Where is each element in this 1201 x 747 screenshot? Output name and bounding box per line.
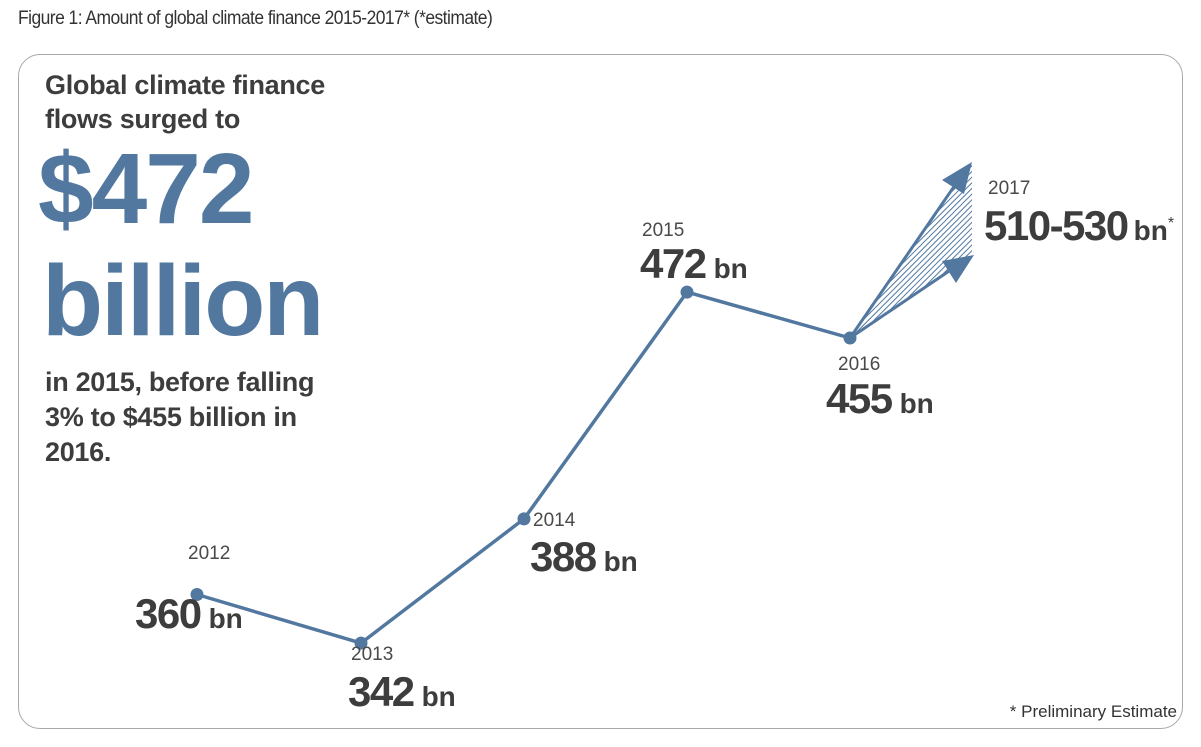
- chart-frame: [18, 54, 1183, 729]
- headline-unit: billion: [42, 245, 324, 357]
- year-label-2015: 2015: [642, 220, 684, 241]
- data-point-2015: [680, 285, 694, 299]
- headline-subtext: in 2015, before falling 3% to $455 billi…: [45, 365, 314, 470]
- year-label-2012: 2012: [188, 543, 230, 564]
- year-label-2014: 2014: [533, 510, 576, 531]
- value-label-2015: 472 bn: [640, 240, 748, 287]
- headline-amount: $472: [38, 133, 254, 245]
- headline-line-2: flows surged to: [45, 104, 241, 134]
- figure-caption: Figure 1: Amount of global climate finan…: [18, 8, 493, 29]
- value-label-2013: 342 bn: [348, 668, 456, 715]
- data-point-2012: [190, 588, 204, 601]
- footnote: * Preliminary Estimate: [1009, 702, 1177, 721]
- value-label-2012: 360 bn: [135, 590, 243, 637]
- data-point-2014: [517, 512, 531, 526]
- data-point-2016: [843, 331, 857, 345]
- year-label-2013: 2013: [351, 644, 393, 665]
- estimate-high-arrow-line: [848, 171, 966, 339]
- estimate-low-arrowhead: [942, 255, 974, 283]
- headline: Global climate finance flows surged to: [45, 68, 375, 136]
- value-label-2014: 388 bn: [530, 533, 638, 580]
- value-label-2017: 510-530 bn*: [984, 202, 1174, 249]
- headline-line-1: Global climate finance: [45, 70, 325, 100]
- year-label-2017: 2017: [988, 178, 1030, 199]
- data-point-2013: [354, 636, 368, 650]
- value-label-2016: 455 bn: [826, 375, 934, 422]
- series-line: [195, 290, 852, 645]
- estimate-high-arrowhead: [942, 162, 972, 194]
- subtext-line-2: 3% to $455 billion in: [45, 402, 297, 432]
- estimate-low-arrow-line: [849, 259, 965, 340]
- subtext-line-1: in 2015, before falling: [45, 367, 315, 397]
- year-label-2016: 2016: [838, 354, 880, 375]
- subtext-line-3: 2016.: [45, 437, 112, 467]
